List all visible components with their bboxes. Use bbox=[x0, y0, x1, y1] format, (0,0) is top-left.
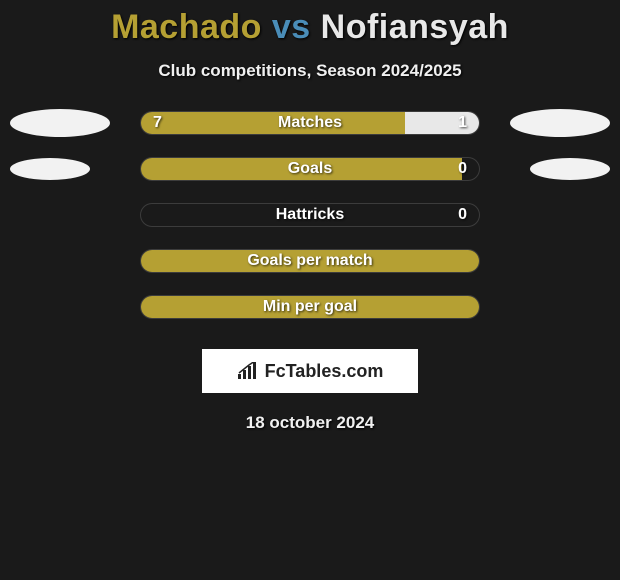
stat-label: Min per goal bbox=[141, 298, 479, 316]
stat-row: Goals per match bbox=[0, 249, 620, 273]
source-badge: FcTables.com bbox=[202, 349, 418, 393]
stat-bar: Min per goal bbox=[140, 295, 480, 319]
stat-label: Goals per match bbox=[141, 252, 479, 270]
subtitle: Club competitions, Season 2024/2025 bbox=[0, 61, 620, 81]
stat-value-player2: 0 bbox=[458, 206, 467, 224]
stat-row: Goals0 bbox=[0, 157, 620, 181]
title-player2: Nofiansyah bbox=[321, 8, 509, 46]
stat-label: Matches bbox=[141, 114, 479, 132]
player1-marker bbox=[10, 109, 110, 137]
stats-rows: Matches71Goals0Hattricks0Goals per match… bbox=[0, 111, 620, 319]
page-title: Machado vs Nofiansyah bbox=[0, 0, 620, 47]
stat-label: Goals bbox=[141, 160, 479, 178]
player2-marker bbox=[530, 158, 610, 180]
stat-row: Matches7 1 bbox=[0, 111, 620, 135]
stat-bar: Goals per match bbox=[140, 249, 480, 273]
player1-marker bbox=[10, 158, 90, 180]
stat-value-player2: 0 bbox=[458, 160, 467, 178]
badge-text: FcTables.com bbox=[265, 361, 384, 382]
stat-value-player2: 1 bbox=[458, 114, 467, 132]
stat-label: Hattricks bbox=[141, 206, 479, 224]
chart-icon bbox=[237, 362, 259, 380]
stat-row: Min per goal bbox=[0, 295, 620, 319]
stat-bar: Goals0 bbox=[140, 157, 480, 181]
stat-bar: Hattricks0 bbox=[140, 203, 480, 227]
stat-row: Hattricks0 bbox=[0, 203, 620, 227]
title-vs: vs bbox=[272, 8, 311, 46]
stat-value-player1: 7 bbox=[153, 114, 162, 132]
player2-marker bbox=[510, 109, 610, 137]
date-label: 18 october 2024 bbox=[0, 413, 620, 433]
stat-bar: Matches7 1 bbox=[140, 111, 480, 135]
title-player1: Machado bbox=[111, 8, 262, 46]
